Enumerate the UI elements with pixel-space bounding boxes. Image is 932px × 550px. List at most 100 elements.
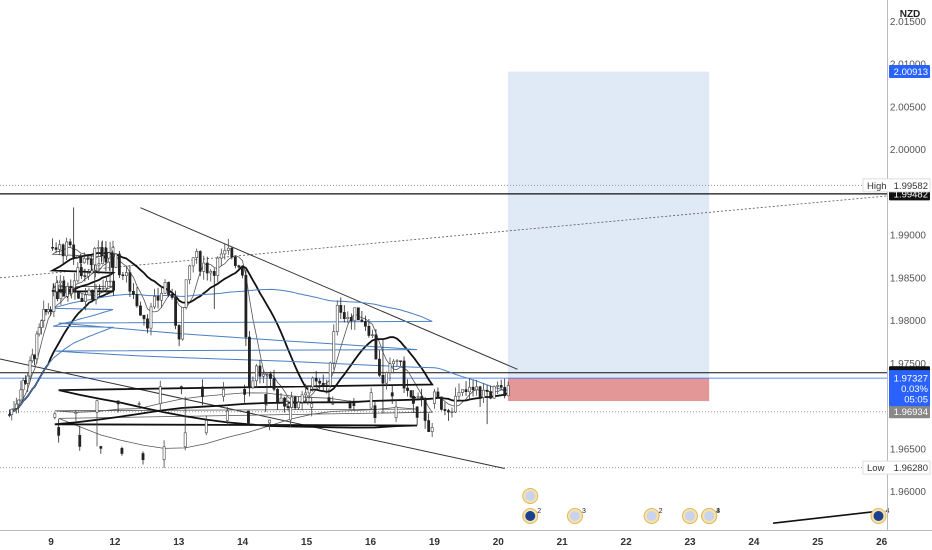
candle-body <box>181 307 185 340</box>
candle-body <box>342 312 346 320</box>
time-tick-label: 20 <box>493 537 505 548</box>
event-marker[interactable]: 3 <box>701 508 721 524</box>
candle-body <box>49 309 52 312</box>
event-marker[interactable] <box>522 488 539 504</box>
candle-body <box>53 413 57 418</box>
candle-body <box>37 327 41 335</box>
candle-body <box>297 402 301 409</box>
candle-body <box>251 380 255 389</box>
lower-channel-line[interactable] <box>0 358 505 469</box>
future-ray[interactable] <box>772 510 879 524</box>
candle-body <box>503 387 507 397</box>
candle-body <box>331 403 335 405</box>
candle-body <box>99 446 103 449</box>
candle-body <box>167 282 170 295</box>
candle-body <box>10 409 14 416</box>
event-marker[interactable]: 4 <box>870 508 890 524</box>
candle-body <box>454 395 457 413</box>
candle-body <box>416 396 420 399</box>
candle-body <box>269 373 272 379</box>
candle-body <box>101 287 105 290</box>
price-tick-label: 2.00000 <box>890 145 927 156</box>
candle-body <box>146 318 149 329</box>
candle-body <box>219 253 223 259</box>
candle-body <box>367 325 371 336</box>
candle-body <box>409 390 413 398</box>
time-tick-label: 14 <box>237 537 249 548</box>
candle-body <box>21 380 25 391</box>
uk-flag-icon <box>704 511 715 521</box>
event-marker[interactable]: 2 <box>522 508 542 524</box>
candle-body <box>202 262 206 272</box>
candle-body <box>205 262 209 274</box>
time-tick-label: 13 <box>173 537 185 548</box>
candle-body <box>325 384 329 387</box>
candle-body <box>339 305 343 313</box>
candle-body <box>82 258 86 264</box>
candle-body <box>272 378 276 390</box>
candle-body <box>24 380 27 384</box>
dotted-trendline[interactable] <box>0 195 888 279</box>
price-tick-label: 1.98500 <box>890 273 927 284</box>
candle-body <box>411 395 415 404</box>
candle-body <box>381 374 385 384</box>
candle-body <box>430 427 434 432</box>
candle-body <box>378 358 381 376</box>
candle-body <box>432 391 436 404</box>
candle-body <box>65 286 69 297</box>
candle-body <box>237 265 241 268</box>
candle-body <box>306 397 310 403</box>
candle-body <box>65 241 69 257</box>
candle-body <box>240 266 244 276</box>
current-price-text: 1.97327 <box>894 374 928 385</box>
countdown-text: 05:05 <box>904 395 928 406</box>
trendlines <box>0 195 888 524</box>
candle-body <box>415 406 419 418</box>
candle-body <box>198 251 202 272</box>
economic-events[interactable]: 232434 <box>522 488 890 524</box>
candle-body <box>464 389 468 393</box>
candle-body <box>223 250 227 255</box>
candle-body <box>158 386 162 404</box>
candle-body <box>468 386 471 393</box>
candle-body <box>255 365 258 382</box>
candle-body <box>233 256 237 267</box>
candle-body <box>423 398 427 421</box>
candle-body <box>62 280 66 297</box>
candle-body <box>58 244 62 250</box>
candle-body <box>183 432 187 448</box>
upper-channel-line[interactable] <box>140 207 518 370</box>
candle-body <box>8 414 11 416</box>
candle-body <box>244 274 248 338</box>
target-price-tag-text: 2.00913 <box>894 67 928 78</box>
candle-body <box>310 403 314 408</box>
candle-body <box>285 401 289 405</box>
candle-body <box>390 392 394 397</box>
event-marker[interactable]: 2 <box>643 508 663 524</box>
candle-body <box>222 389 225 397</box>
event-marker[interactable]: 3 <box>566 508 586 524</box>
event-count: 4 <box>716 508 720 515</box>
candle-body <box>496 385 500 387</box>
time-tick-label: 15 <box>301 537 313 548</box>
event-marker[interactable] <box>682 508 698 524</box>
candle-body <box>68 241 72 246</box>
candle-body <box>149 306 153 329</box>
target-zone[interactable] <box>507 71 710 379</box>
candle-body <box>114 253 118 268</box>
candle-body <box>117 253 121 276</box>
candle-body <box>89 258 93 266</box>
low-tag-bg <box>862 460 931 475</box>
candle-body <box>195 251 199 258</box>
candle-body <box>363 321 367 327</box>
candle-body <box>188 265 192 281</box>
candle-body <box>482 389 486 398</box>
price-tick-label: 2.00500 <box>890 102 927 113</box>
level-price-tag-bg <box>889 405 930 419</box>
candle-body <box>100 247 104 257</box>
candle-body <box>461 389 464 393</box>
time-axis[interactable]: 9 12 13 14 15 16 19 20 21 22 23 24 25 26 <box>48 537 887 548</box>
stop-zone[interactable] <box>507 378 710 402</box>
candle-body <box>485 389 489 392</box>
